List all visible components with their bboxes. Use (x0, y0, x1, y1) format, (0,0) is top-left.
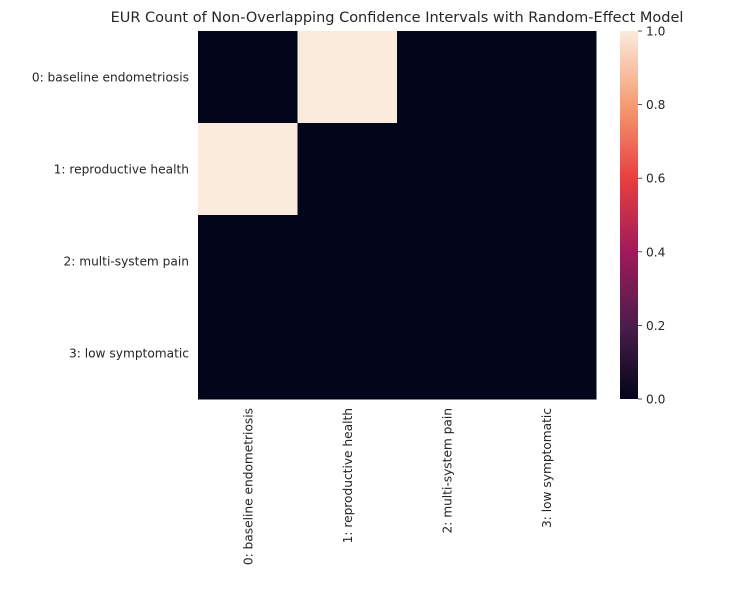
column-labels: 0: baseline endometriosis 1: reproductive… (241, 408, 554, 565)
colorbar-tick-label: 0.2 (646, 319, 665, 333)
colorbar-gradient (620, 31, 638, 399)
heatmap-cell-r2-c1 (297, 215, 398, 308)
colorbar-tick-label: 0.8 (646, 98, 665, 112)
row-label: 1: reproductive health (54, 163, 189, 177)
row-label: 2: multi-system pain (63, 255, 189, 269)
heatmap-cell-r1-c2 (397, 123, 497, 216)
heatmap-cell-r0-c2 (397, 31, 497, 124)
colorbar-tick-label: 0.6 (646, 172, 665, 186)
heatmap-cell-r0-c1 (297, 31, 398, 124)
column-label: 2: multi-system pain (440, 408, 454, 534)
column-label: 3: low symptomatic (540, 408, 554, 528)
heatmap-cells (198, 31, 597, 400)
colorbar-tick-label: 0.4 (646, 245, 666, 259)
heatmap-cell-r3-c0 (198, 307, 298, 400)
heatmap-cell-r3-c1 (297, 307, 398, 400)
heatmap-cell-r2-c0 (198, 215, 298, 308)
heatmap-cell-r1-c3 (496, 123, 597, 216)
heatmap-cell-r3-c3 (496, 307, 597, 400)
heatmap-cell-r1-c1 (297, 123, 398, 216)
colorbar (620, 31, 638, 399)
heatmap-cell-r2-c2 (397, 215, 497, 308)
heatmap-cell-r0-c3 (496, 31, 597, 124)
heatmap-cell-r1-c0 (198, 123, 298, 216)
heatmap-cell-r0-c0 (198, 31, 298, 124)
row-label: 0: baseline endometriosis (32, 71, 189, 85)
colorbar-tick-label: 0.0 (646, 393, 665, 407)
heatmap-cell-r2-c3 (496, 215, 597, 308)
heatmap-cell-r3-c2 (397, 307, 497, 400)
colorbar-tick-label: 1.0 (646, 25, 665, 39)
row-label: 3: low symptomatic (69, 347, 189, 361)
column-label: 1: reproductive health (341, 408, 355, 543)
row-labels: 0: baseline endometriosis 1: reproductive… (32, 71, 189, 361)
column-label: 0: baseline endometriosis (241, 408, 255, 565)
colorbar-ticks: 0.0 0.2 0.4 0.6 0.8 1.0 (638, 25, 666, 407)
chart-title: EUR Count of Non-Overlapping Confidence … (111, 10, 684, 26)
